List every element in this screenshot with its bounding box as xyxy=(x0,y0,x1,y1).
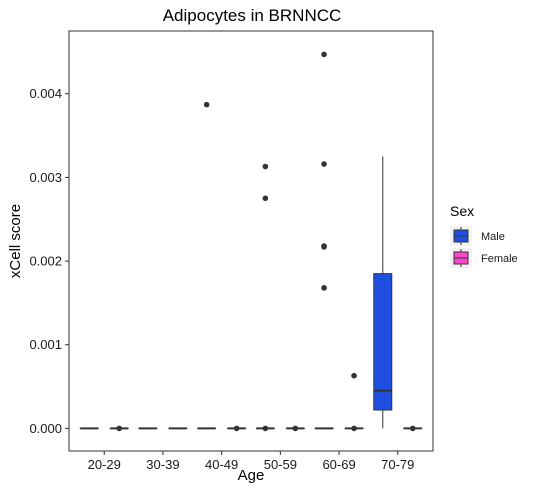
x-tick-label: 50-59 xyxy=(264,457,297,472)
outlier-point xyxy=(262,425,269,432)
outlier-point xyxy=(409,425,416,432)
legend-label: Female xyxy=(481,253,518,265)
legend-title: Sex xyxy=(450,203,474,219)
outliers-layer xyxy=(116,51,416,432)
y-tick-label: 0.004 xyxy=(29,86,62,101)
outlier-point xyxy=(116,425,123,432)
chart-title: Adipocytes in BRNNCC xyxy=(163,6,342,25)
y-axis: 0.000 0.001 0.002 0.003 0.004 xyxy=(29,86,69,436)
outlier-point xyxy=(203,101,210,108)
outlier-point xyxy=(262,195,269,202)
outlier-point xyxy=(351,425,357,432)
legend-entry-female: Female xyxy=(450,248,518,268)
plot-panel xyxy=(68,30,434,452)
box-body xyxy=(373,273,393,411)
legend-label: Male xyxy=(481,231,505,243)
x-tick-label: 70-79 xyxy=(381,457,414,472)
x-tick-label: 40-49 xyxy=(205,457,238,472)
outlier-point xyxy=(321,244,327,250)
outlier-point xyxy=(321,285,327,291)
x-axis: 20-29 30-39 40-49 50-59 60-69 70-79 xyxy=(88,451,414,472)
y-tick-label: 0.000 xyxy=(29,421,62,436)
legend: Sex Male Female xyxy=(450,203,518,268)
outlier-point xyxy=(262,163,269,170)
outlier-point xyxy=(351,372,357,379)
outlier-point xyxy=(233,425,240,432)
y-tick-label: 0.001 xyxy=(29,337,62,352)
y-tick-label: 0.002 xyxy=(29,254,62,269)
outlier-point xyxy=(292,425,299,432)
x-tick-label: 20-29 xyxy=(88,457,121,472)
x-tick-label: 30-39 xyxy=(146,457,179,472)
y-tick-label: 0.003 xyxy=(29,170,62,185)
x-tick-label: 60-69 xyxy=(322,457,355,472)
box-male-70-79 xyxy=(373,156,393,429)
y-axis-title: xCell score xyxy=(7,204,24,278)
legend-entry-male: Male xyxy=(450,226,505,246)
outlier-point xyxy=(321,161,327,167)
x-axis-title: Age xyxy=(238,467,265,484)
outlier-point xyxy=(321,51,327,58)
